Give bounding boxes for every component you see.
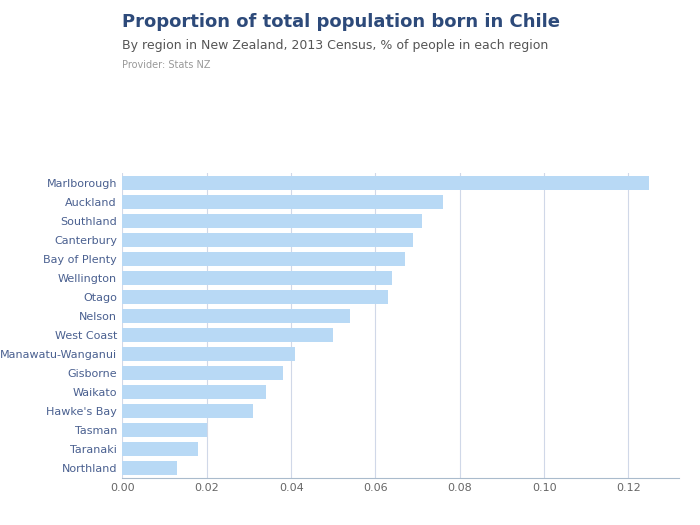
Bar bbox=[122, 443, 198, 456]
Text: Provider: Stats NZ: Provider: Stats NZ bbox=[122, 60, 211, 70]
Bar bbox=[122, 233, 414, 247]
Bar bbox=[122, 366, 283, 380]
Bar bbox=[122, 271, 392, 285]
Text: figure.nz: figure.nz bbox=[570, 25, 648, 39]
Bar bbox=[122, 385, 266, 399]
Bar bbox=[122, 214, 422, 228]
Bar bbox=[122, 252, 405, 266]
Bar bbox=[122, 195, 443, 208]
Bar bbox=[122, 176, 650, 190]
Bar bbox=[122, 347, 295, 361]
Text: By region in New Zealand, 2013 Census, % of people in each region: By region in New Zealand, 2013 Census, %… bbox=[122, 39, 549, 52]
Bar bbox=[122, 423, 206, 437]
Bar bbox=[122, 404, 253, 418]
Bar bbox=[122, 328, 333, 342]
Text: Proportion of total population born in Chile: Proportion of total population born in C… bbox=[122, 13, 561, 31]
Bar bbox=[122, 309, 350, 323]
Bar bbox=[122, 461, 177, 475]
Bar bbox=[122, 290, 388, 304]
